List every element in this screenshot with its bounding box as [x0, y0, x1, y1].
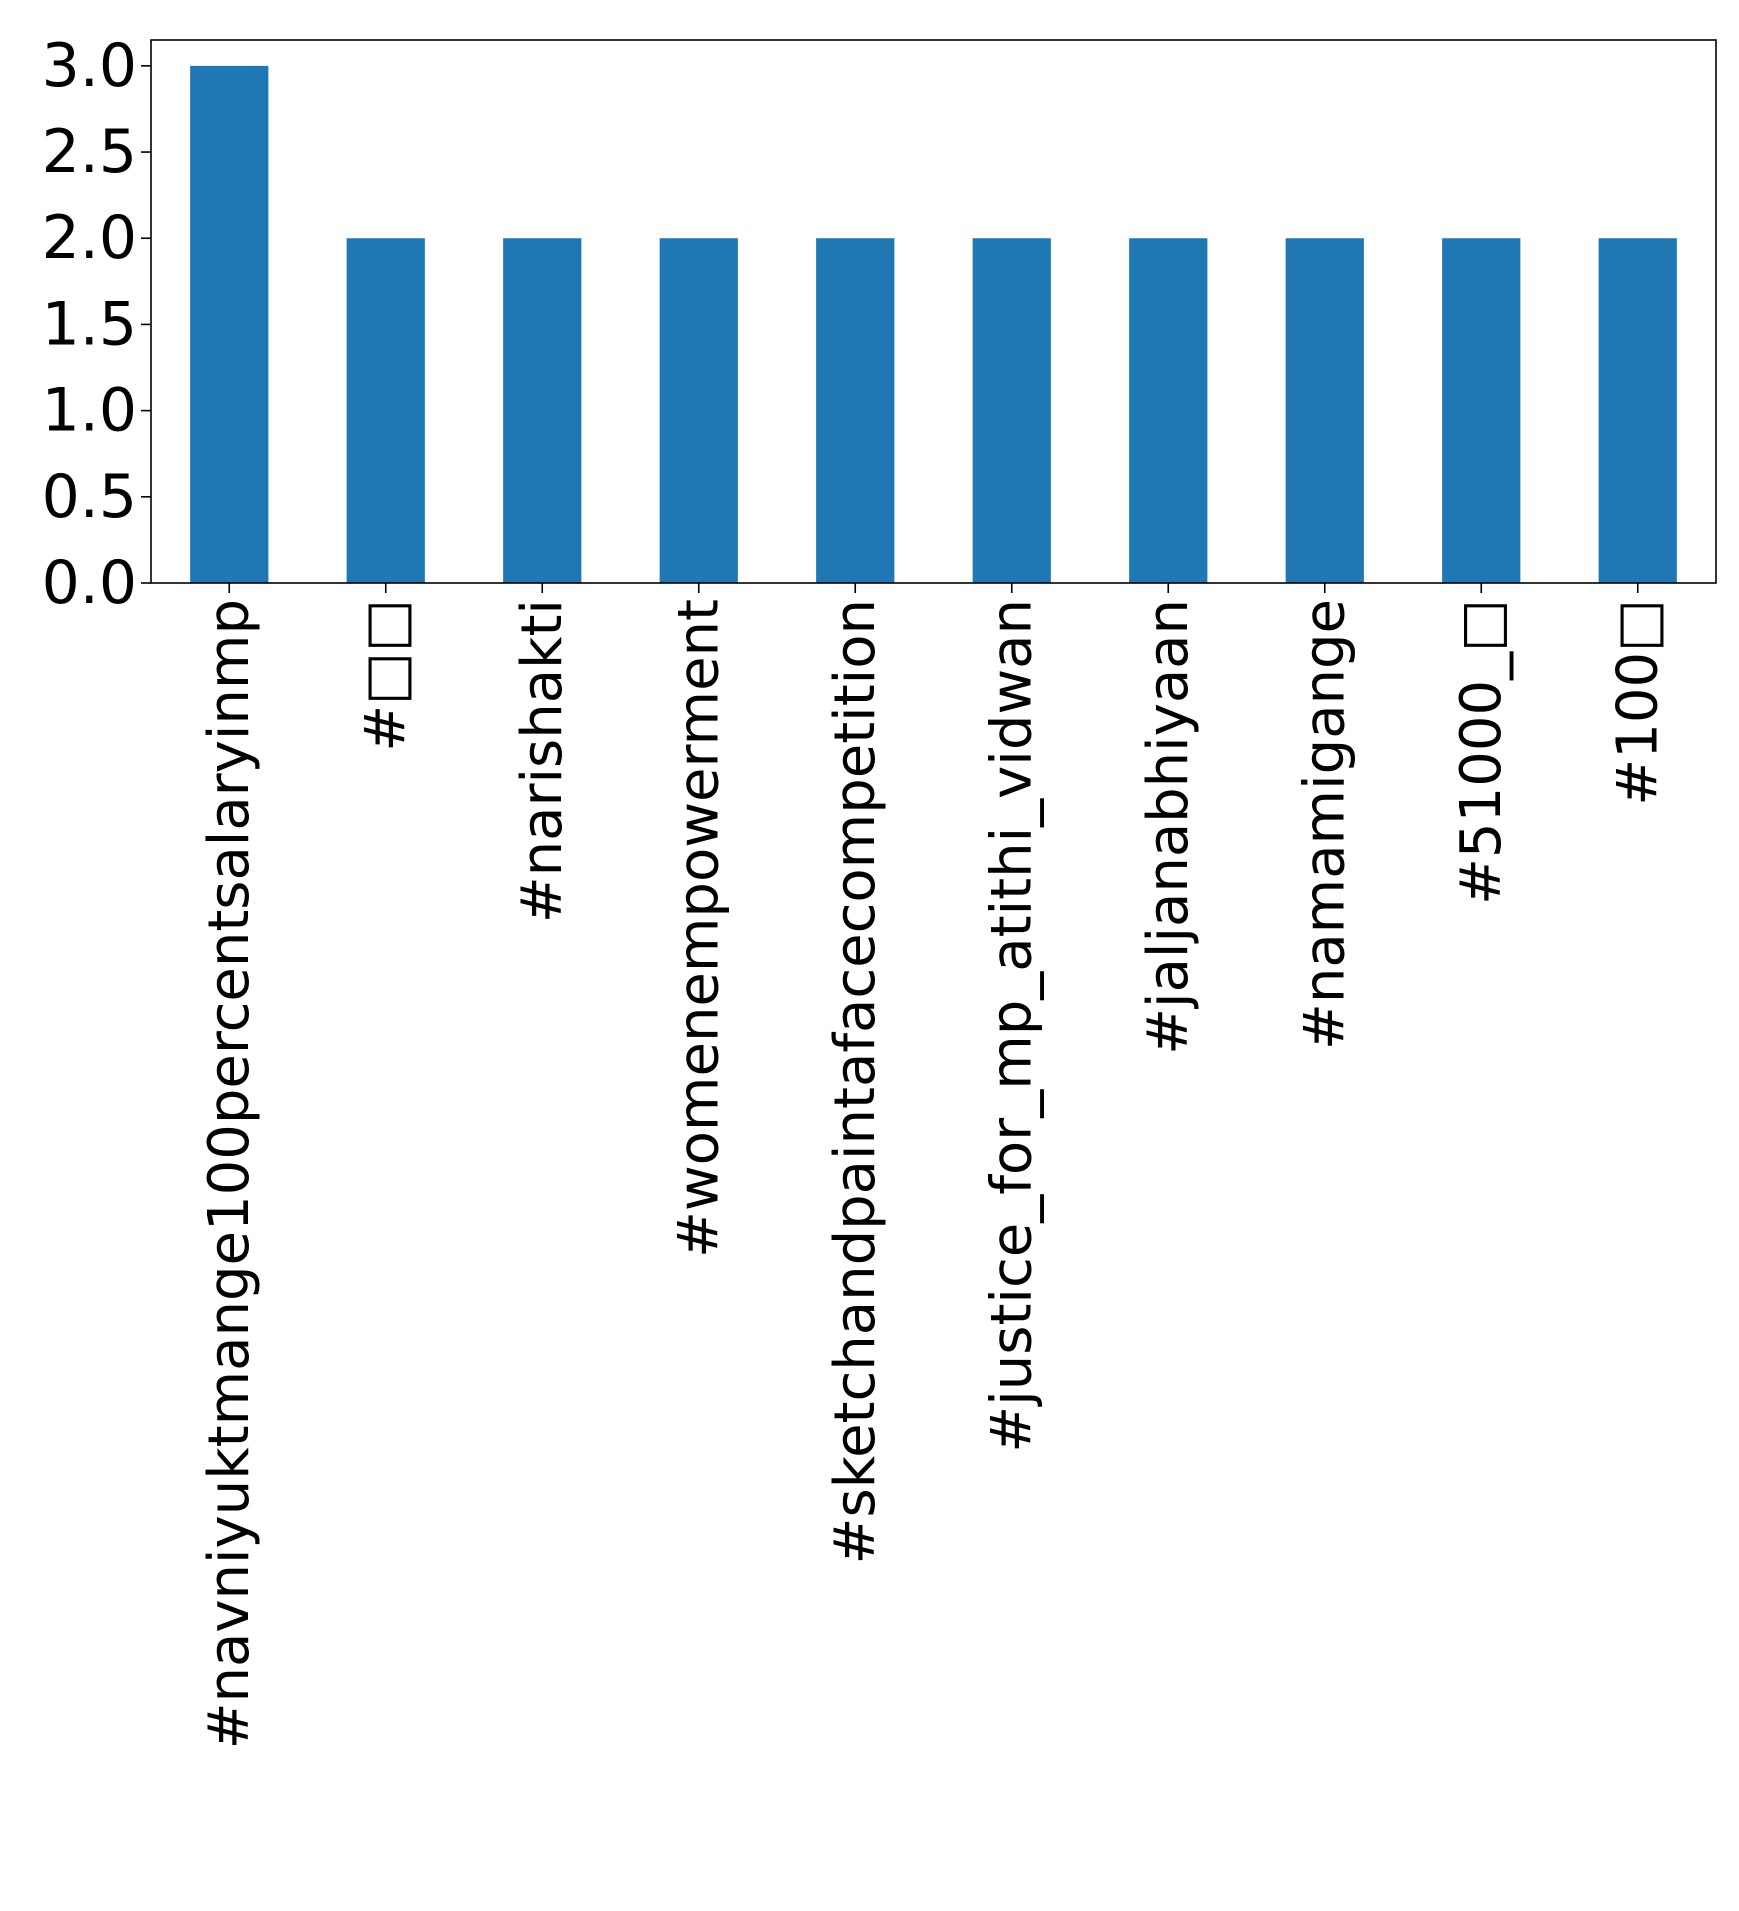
x-tick-label: #justice_for_mp_atithi_vidwan — [979, 599, 1044, 1453]
y-tick-label: 1.0 — [42, 376, 137, 446]
bar-7 — [1285, 238, 1364, 584]
x-tick-label: #narishakti — [510, 599, 575, 923]
bar-4 — [816, 238, 895, 584]
x-tick-label: #jaljanabhiyaan — [1136, 599, 1201, 1055]
bar-9 — [1598, 238, 1677, 584]
x-axis: #navniyuktmange100percentsalaryinmp #□□ #n… — [197, 583, 1670, 1749]
plot-area-frame — [150, 39, 1717, 584]
x-tick-label: #□□ — [353, 599, 418, 752]
bar-5 — [972, 238, 1051, 584]
y-tick-label: 2.5 — [42, 117, 137, 187]
x-tick-label: #sketchandpaintafacecompetition — [823, 599, 888, 1564]
x-tick-label: #womenempowerment — [666, 599, 731, 1258]
bars-group — [190, 65, 1677, 584]
bar-2 — [503, 238, 582, 584]
x-tick-label: #100□ — [1605, 599, 1670, 806]
x-tick-label: #51000_□ — [1449, 599, 1514, 905]
x-tick-label: #navniyuktmange100percentsalaryinmp — [197, 599, 262, 1749]
y-tick-label: 1.5 — [42, 289, 137, 359]
y-tick-label: 0.5 — [42, 462, 137, 532]
x-tick-label: #namamigange — [1292, 599, 1357, 1050]
bar-1 — [346, 238, 425, 584]
bar-3 — [659, 238, 738, 584]
y-tick-label: 2.0 — [42, 203, 137, 273]
bar-8 — [1442, 238, 1521, 584]
bar-6 — [1129, 238, 1208, 584]
y-tick-label: 3.0 — [42, 31, 137, 101]
y-axis: 0.0 0.5 1.0 1.5 2.0 2.5 3.0 — [42, 31, 151, 618]
y-tick-label: 0.0 — [42, 548, 137, 618]
bar-0 — [190, 65, 269, 584]
